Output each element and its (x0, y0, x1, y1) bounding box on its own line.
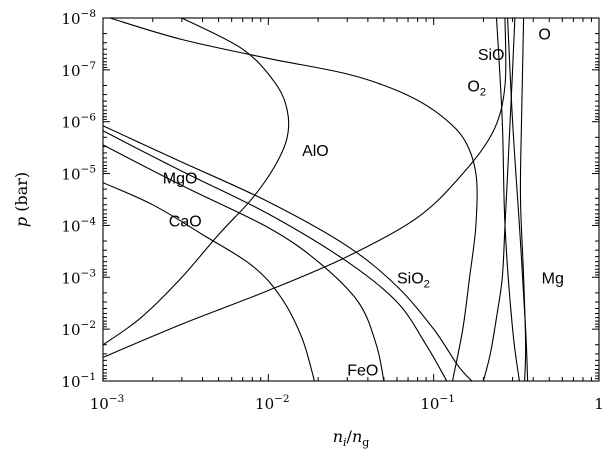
x-tick-label: 10−1 (420, 393, 455, 413)
axis-ticks (102, 17, 600, 382)
x-tick-label: 1 (594, 395, 604, 413)
series-label-sio: SiO (478, 47, 505, 64)
series-label-mg: Mg (542, 270, 564, 287)
y-tick-labels: 10−8 10−7 10−6 10−5 10−4 10−3 10−2 10−1 (61, 8, 96, 391)
y-axis-label: p (bar) (12, 172, 31, 227)
y-tick-label: 10−1 (61, 371, 96, 391)
series-label-o: O (538, 27, 550, 44)
chart-curves (103, 18, 529, 381)
series-label-alo: AlO (302, 143, 329, 160)
series-line-mg3 (519, 18, 527, 381)
series-line-cao (103, 182, 315, 381)
x-axis-label: ni/ng (333, 427, 370, 449)
series-label-cao: CaO (169, 213, 202, 230)
series-line-mgo (103, 130, 448, 381)
series-line-mg (495, 18, 520, 381)
series-line-mg2 (507, 18, 529, 381)
series-line-sio (103, 18, 507, 358)
series-labels: O2 AlO SiO O Mg SiO2 MgO FeO CaO (163, 27, 564, 380)
y-tick-label: 10−2 (61, 319, 96, 339)
series-line-sio2 (103, 125, 473, 381)
series-line-alo (103, 18, 290, 346)
plot-frame (102, 17, 600, 382)
x-tick-labels: 10−3 10−2 10−1 1 (90, 393, 604, 413)
series-label-mgo: MgO (163, 171, 198, 188)
series-label-feo: FeO (347, 362, 378, 379)
series-label-sio2: SiO2 (397, 270, 430, 290)
y-tick-label: 10−4 (61, 215, 96, 235)
series-label-o2: O2 (467, 78, 486, 98)
y-tick-label: 10−3 (61, 267, 96, 287)
y-tick-label: 10−5 (61, 164, 96, 184)
y-tick-label: 10−8 (61, 8, 96, 28)
y-tick-label: 10−7 (61, 60, 96, 80)
x-tick-label: 10−2 (255, 393, 290, 413)
series-line-feo (103, 144, 385, 381)
x-tick-label: 10−3 (90, 393, 125, 413)
y-tick-label: 10−6 (61, 112, 96, 132)
series-line-o2 (109, 18, 478, 381)
